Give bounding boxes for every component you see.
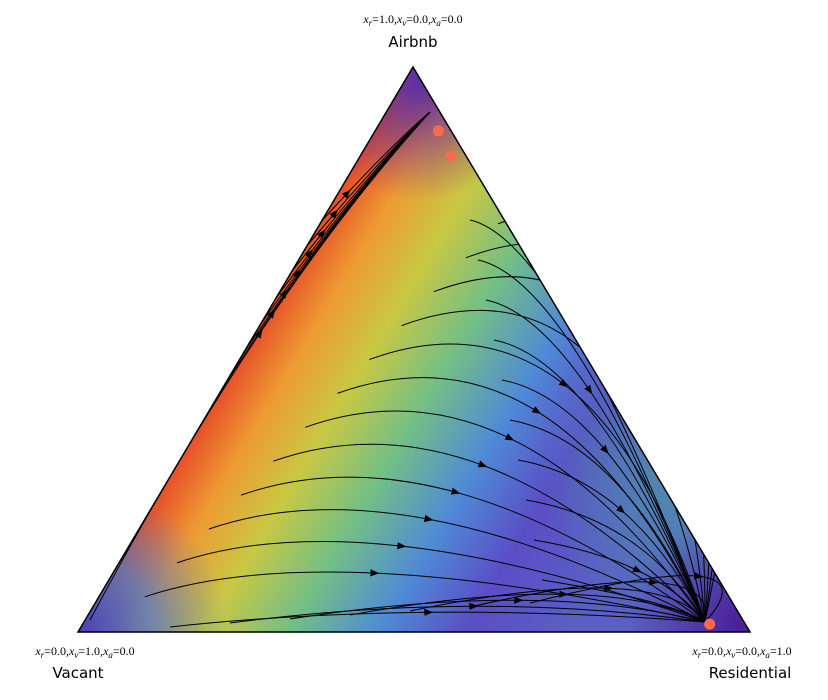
- streamline: [563, 593, 706, 623]
- coord-var: x: [68, 644, 75, 658]
- streamline: [698, 575, 723, 623]
- streamline: [525, 499, 631, 541]
- streamline: [347, 111, 431, 194]
- streamline: [455, 491, 706, 623]
- streamline: [144, 569, 380, 598]
- coord-sub: v: [74, 650, 78, 660]
- coord-var: x: [362, 12, 369, 26]
- coord-value: =0.0,: [44, 644, 69, 658]
- streamline: [176, 540, 407, 564]
- streamline: [637, 570, 706, 623]
- streamline: [485, 299, 593, 395]
- fixed-point: [704, 618, 716, 630]
- streamline: [401, 545, 706, 623]
- streamline: [289, 596, 524, 620]
- streamline: [529, 174, 702, 255]
- streamline: [240, 476, 461, 496]
- coord-value: =0.0,: [735, 644, 760, 658]
- coord-var: x: [759, 644, 766, 658]
- streamline: [613, 480, 706, 623]
- streamline: [510, 438, 706, 623]
- streamline: [605, 450, 706, 623]
- streamline: [589, 390, 706, 623]
- streamline: [517, 459, 626, 514]
- fixed-points: [432, 125, 716, 630]
- streamline: [501, 379, 609, 454]
- streamline: [208, 509, 434, 530]
- coord-sub: v: [402, 18, 406, 28]
- coord-var: x: [396, 12, 403, 26]
- corner-labels: Airbnbxr=1.0,xv=0.0,xa=0.0Vacantxr=0.0,x…: [34, 12, 791, 682]
- triangle-frame: [76, 65, 752, 633]
- streamline: [349, 590, 569, 616]
- streamline: [273, 443, 488, 468]
- streamline: [428, 518, 706, 623]
- streamline: [629, 540, 706, 623]
- corner-name: Airbnb: [388, 33, 437, 51]
- streamline: [533, 539, 642, 573]
- corner-coords: xr=1.0,xv=0.0,xa=0.0: [362, 12, 462, 28]
- streamline: [305, 410, 515, 441]
- corner-name: Residential: [709, 664, 792, 682]
- coord-value: =0.0,: [701, 644, 726, 658]
- coord-value: =1.0,: [78, 644, 103, 658]
- streamline: [581, 360, 706, 623]
- coord-var: x: [691, 644, 698, 658]
- streamline: [169, 608, 434, 628]
- coord-sub: a: [108, 650, 113, 660]
- coord-value: =0.0: [113, 644, 135, 658]
- coord-sub: v: [731, 650, 735, 660]
- coord-sub: r: [698, 650, 702, 660]
- coord-var: x: [34, 644, 41, 658]
- streamline: [597, 420, 706, 623]
- streamline: [428, 611, 706, 623]
- coord-var: x: [102, 644, 109, 658]
- coord-value: =1.0: [770, 644, 792, 658]
- streamline: [645, 600, 706, 623]
- streamline: [653, 581, 707, 623]
- streamline: [493, 339, 599, 421]
- streamline: [704, 222, 742, 623]
- streamline: [369, 343, 568, 388]
- corner-coords: xr=0.0,xv=1.0,xa=0.0: [34, 644, 134, 660]
- fixed-point: [445, 150, 457, 162]
- streamline: [621, 510, 706, 623]
- streamline: [337, 377, 542, 414]
- coord-sub: r: [41, 650, 45, 660]
- streamline: [473, 605, 706, 623]
- streamline: [564, 384, 706, 623]
- streamline: [509, 419, 615, 481]
- corner-name: Vacant: [52, 664, 103, 682]
- streamline: [541, 579, 646, 601]
- coord-var: x: [725, 644, 732, 658]
- coord-value: =1.0,: [372, 12, 397, 26]
- coord-value: =0.0: [441, 12, 463, 26]
- coord-sub: a: [436, 18, 441, 28]
- coord-value: =0.0,: [406, 12, 431, 26]
- coord-sub: a: [765, 650, 770, 660]
- coord-var: x: [430, 12, 437, 26]
- streamline: [518, 599, 706, 623]
- fixed-point: [432, 125, 444, 137]
- streamline: [561, 140, 729, 228]
- corner-coords: xr=0.0,xv=0.0,xa=1.0: [691, 644, 791, 660]
- streamline: [477, 259, 583, 361]
- streamline: [401, 310, 595, 361]
- coord-sub: r: [369, 18, 373, 28]
